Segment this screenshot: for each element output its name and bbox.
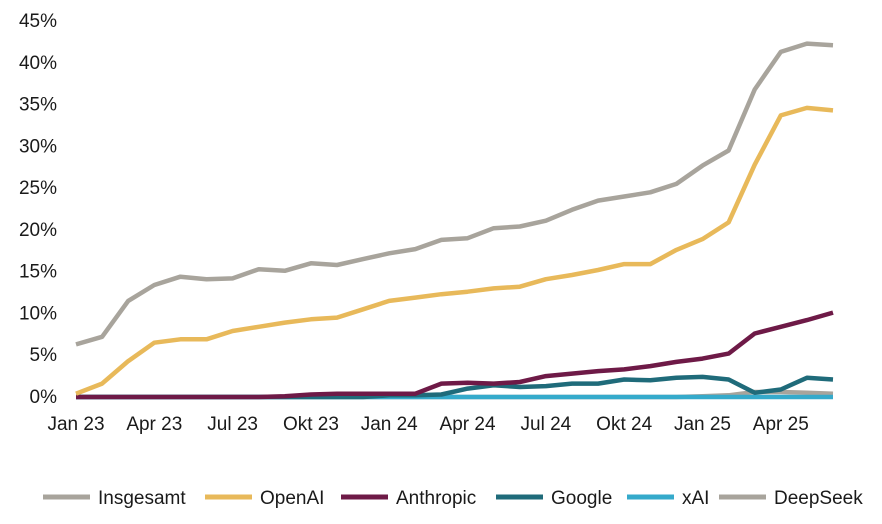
series-line-insgesamt bbox=[75, 41, 834, 347]
x-tick-label: Okt 24 bbox=[596, 414, 652, 435]
y-tick-label: 0% bbox=[30, 387, 58, 408]
legend-item-deepseek: DeepSeek bbox=[719, 488, 863, 509]
legend-label: Google bbox=[551, 488, 612, 509]
legend: Insgesamt OpenAI Anthropic Google xAI DeepSee… bbox=[43, 488, 863, 509]
x-tick-label: Jul 23 bbox=[207, 414, 258, 435]
x-tick-label: Jan 25 bbox=[674, 414, 731, 435]
legend-item-xai: xAI bbox=[627, 488, 709, 509]
x-axis: Jan 23 Apr 23 Jul 23 Okt 23 Jan 24 Apr 24 Jul … bbox=[47, 414, 808, 435]
legend-label: DeepSeek bbox=[774, 488, 863, 509]
y-tick-label: 45% bbox=[19, 11, 57, 32]
y-tick-label: 40% bbox=[19, 53, 57, 74]
y-tick-label: 15% bbox=[19, 262, 57, 283]
x-tick-label: Okt 23 bbox=[283, 414, 339, 435]
x-tick-label: Jan 24 bbox=[361, 414, 418, 435]
legend-label: OpenAI bbox=[260, 488, 324, 509]
legend-label: Anthropic bbox=[396, 488, 476, 509]
legend-item-openai: OpenAI bbox=[205, 488, 324, 509]
x-tick-label: Apr 23 bbox=[126, 414, 182, 435]
y-tick-label: 25% bbox=[19, 178, 57, 199]
series-line-openai bbox=[75, 105, 834, 396]
x-tick-label: Jul 24 bbox=[521, 414, 572, 435]
x-tick-label: Apr 25 bbox=[753, 414, 809, 435]
plot-lines bbox=[75, 41, 834, 400]
x-tick-label: Apr 24 bbox=[440, 414, 496, 435]
legend-item-anthropic: Anthropic bbox=[341, 488, 476, 509]
y-tick-label: 10% bbox=[19, 303, 57, 324]
y-tick-label: 30% bbox=[19, 136, 57, 157]
legend-label: xAI bbox=[682, 488, 709, 509]
y-tick-label: 20% bbox=[19, 220, 57, 241]
legend-label: Insgesamt bbox=[98, 488, 186, 509]
legend-item-google: Google bbox=[496, 488, 612, 509]
series-line-anthropic bbox=[76, 310, 834, 400]
y-tick-label: 5% bbox=[30, 345, 58, 366]
x-tick-label: Jan 23 bbox=[47, 414, 104, 435]
legend-item-insgesamt: Insgesamt bbox=[43, 488, 186, 509]
y-axis: 0% 5% 10% 15% 20% 25% 30% 35% 40% 45% bbox=[19, 11, 57, 408]
y-tick-label: 35% bbox=[19, 95, 57, 116]
